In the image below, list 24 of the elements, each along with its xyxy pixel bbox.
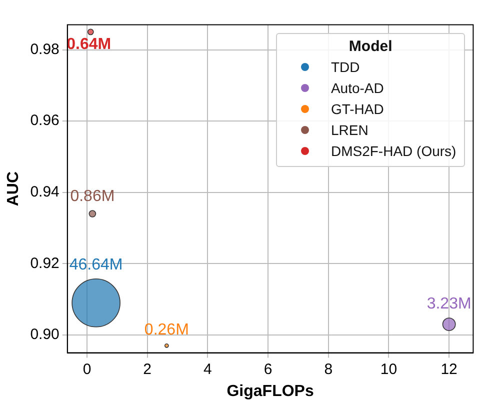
data-label: 46.64M <box>69 256 123 274</box>
y-tick-label: 0.96 <box>30 112 60 130</box>
y-tick-label: 0.92 <box>30 254 60 272</box>
legend-label: TDD <box>330 59 360 76</box>
x-tick-label: 8 <box>324 360 333 378</box>
x-tick-label: 2 <box>143 360 152 378</box>
data-label: 3.23M <box>426 295 472 312</box>
y-tick-label: 0.94 <box>30 184 60 201</box>
legend-label: LREN <box>330 122 368 138</box>
x-tick-label: 0 <box>82 360 92 378</box>
y-tick-label: 0.90 <box>30 326 60 344</box>
x-tick-label: 6 <box>264 360 272 378</box>
data-label: 0.26M <box>144 321 189 338</box>
x-axis-title: GigaFLOPs <box>226 382 314 400</box>
x-tick-label: 10 <box>380 360 398 378</box>
legend-title: Model <box>348 38 394 55</box>
x-tick-label: 4 <box>204 360 212 378</box>
legend-label: DMS2F-HAD (Ours) <box>330 143 456 160</box>
data-label: 0.86M <box>70 188 115 205</box>
legend-label: GT-HAD <box>330 101 384 118</box>
legend-label: Auto-AD <box>330 80 384 96</box>
x-tick-label: 12 <box>440 360 458 378</box>
y-axis-title: AUC <box>5 171 22 206</box>
y-tick-label: 0.98 <box>30 40 60 58</box>
